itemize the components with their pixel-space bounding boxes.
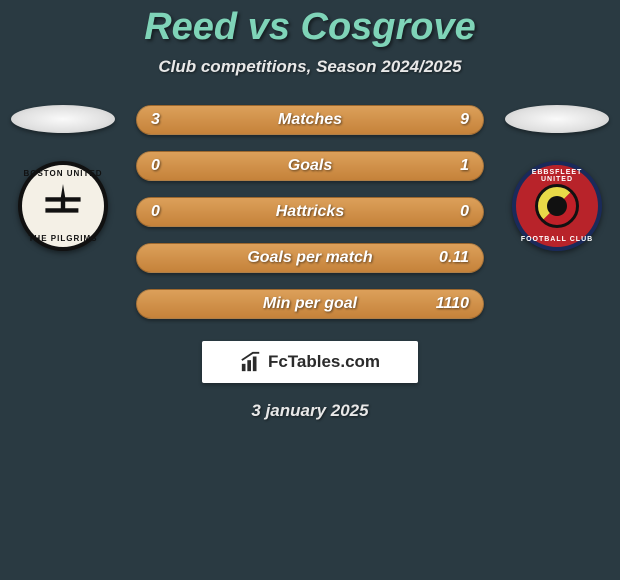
stat-label: Goals (191, 157, 429, 175)
stat-row-goals: 0 Goals 1 (136, 151, 484, 181)
stat-right-value: 0 (429, 203, 469, 221)
stat-left-value: 3 (151, 111, 191, 129)
left-team-column: BOSTON UNITED THE PILGRIMS (8, 105, 118, 251)
bar-chart-icon (240, 351, 262, 373)
stat-right-value: 1 (429, 157, 469, 175)
comparison-row: BOSTON UNITED THE PILGRIMS 3 Matches 9 0… (0, 105, 620, 319)
stat-label: Hattricks (191, 203, 429, 221)
stat-row-matches: 3 Matches 9 (136, 105, 484, 135)
right-team-column: EBBSFLEET UNITED FOOTBALL CLUB (502, 105, 612, 251)
right-crest-bottom-text: FOOTBALL CLUB (516, 236, 598, 243)
page-subtitle: Club competitions, Season 2024/2025 (0, 57, 620, 77)
left-crest-bottom-text: THE PILGRIMS (22, 234, 104, 243)
stat-label: Min per goal (191, 295, 429, 313)
stat-right-value: 9 (429, 111, 469, 129)
stat-label: Goals per match (191, 249, 429, 267)
branding-link[interactable]: FcTables.com (202, 341, 418, 383)
stat-right-value: 1110 (429, 295, 469, 313)
left-form-indicator (11, 105, 115, 133)
comparison-card: Reed vs Cosgrove Club competitions, Seas… (0, 0, 620, 421)
stat-row-min-per-goal: Min per goal 1110 (136, 289, 484, 319)
stat-row-hattricks: 0 Hattricks 0 (136, 197, 484, 227)
stat-right-value: 0.11 (429, 249, 469, 267)
stats-column: 3 Matches 9 0 Goals 1 0 Hattricks 0 Goal… (136, 105, 484, 319)
right-team-crest[interactable]: EBBSFLEET UNITED FOOTBALL CLUB (512, 161, 602, 251)
stat-label: Matches (191, 111, 429, 129)
generated-date: 3 january 2025 (0, 401, 620, 421)
left-team-crest[interactable]: BOSTON UNITED THE PILGRIMS (18, 161, 108, 251)
stat-left-value: 0 (151, 157, 191, 175)
left-crest-top-text: BOSTON UNITED (22, 169, 104, 178)
page-title: Reed vs Cosgrove (0, 6, 620, 49)
right-crest-top-text: EBBSFLEET UNITED (516, 169, 598, 183)
ball-icon (535, 184, 579, 228)
stat-row-goals-per-match: Goals per match 0.11 (136, 243, 484, 273)
branding-text: FcTables.com (268, 352, 380, 372)
ship-icon (41, 184, 85, 228)
right-form-indicator (505, 105, 609, 133)
stat-left-value: 0 (151, 203, 191, 221)
